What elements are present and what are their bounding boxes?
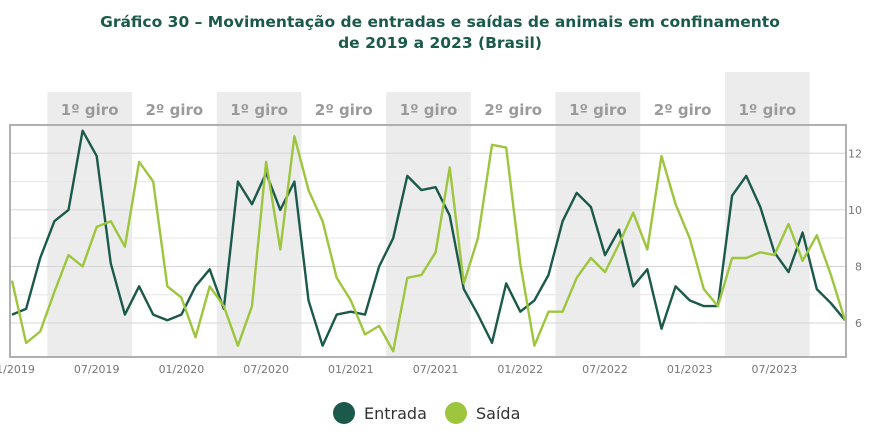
x-tick-label: 01/2019 <box>0 363 35 376</box>
series-line-saida <box>10 135 847 353</box>
chart-subtitle: de 2019 a 2023 (Brasil) <box>338 34 542 52</box>
y-tick-label: 12 <box>848 147 862 160</box>
giro-band-label: 1º giro <box>400 101 458 119</box>
x-tick-label: 01/2022 <box>497 363 543 376</box>
x-tick-label: 01/2021 <box>328 363 374 376</box>
legend-item-saida: Saída <box>445 402 520 424</box>
legend-swatch-saida <box>445 402 467 424</box>
plot-frame <box>9 124 847 358</box>
giro-band-label: 1º giro <box>569 101 627 119</box>
legend-swatch-entrada <box>333 402 355 424</box>
giro-band-label: 1º giro <box>230 101 288 119</box>
giro-band-label: 2º giro <box>654 101 712 119</box>
giro-band <box>555 92 641 357</box>
x-tick-label: 01/2020 <box>159 363 205 376</box>
giro-band-label: 1º giro <box>738 101 796 119</box>
giro-band <box>724 92 810 357</box>
series-line-entrada <box>11 129 846 347</box>
y-tick-label: 10 <box>848 204 862 217</box>
giro-band-label: 1º giro <box>61 101 119 119</box>
x-tick-label: 07/2021 <box>413 363 459 376</box>
giro-band-label: 2º giro <box>146 101 204 119</box>
x-tick-label: 07/2019 <box>74 363 120 376</box>
y-tick-label: 8 <box>855 260 862 273</box>
giro-band <box>47 92 133 357</box>
chart-title: Gráfico 30 – Movimentação de entradas e … <box>100 13 780 31</box>
x-tick-label: 01/2023 <box>667 363 713 376</box>
x-tick-label: 07/2022 <box>582 363 628 376</box>
x-tick-label: 07/2023 <box>752 363 798 376</box>
giro-band-label: 2º giro <box>315 101 373 119</box>
giro-band-label: 2º giro <box>484 101 542 119</box>
legend-label-saida: Saída <box>476 403 521 423</box>
legend-item-entrada: Entrada <box>333 402 427 424</box>
y-tick-label: 6 <box>855 317 862 330</box>
giro-band-top <box>724 72 810 92</box>
x-tick-label: 07/2020 <box>243 363 289 376</box>
legend-label-entrada: Entrada <box>364 403 427 423</box>
